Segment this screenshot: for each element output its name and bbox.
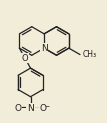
Text: −: − (45, 104, 50, 109)
Text: O: O (14, 104, 21, 113)
Text: O: O (22, 54, 28, 63)
Text: O: O (40, 104, 47, 113)
Text: CH₃: CH₃ (83, 50, 97, 59)
Text: N: N (27, 104, 34, 113)
Text: N: N (41, 44, 48, 53)
